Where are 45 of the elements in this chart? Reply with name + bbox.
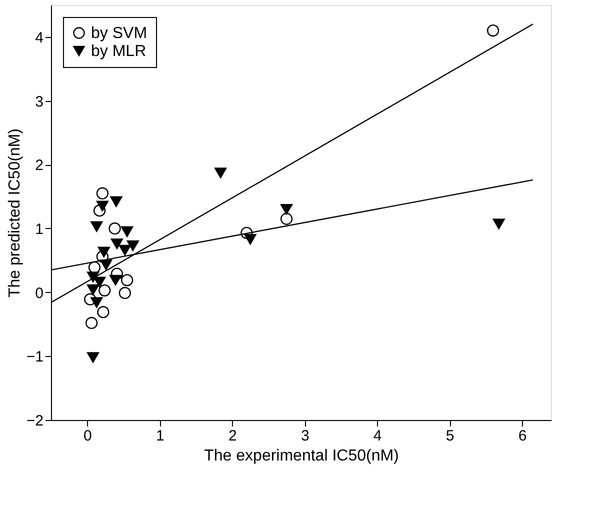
legend-label: by SVM bbox=[91, 25, 148, 42]
y-tick-label: 3 bbox=[35, 93, 44, 110]
point bbox=[97, 306, 110, 318]
y-tick-label: 2 bbox=[35, 157, 44, 174]
point bbox=[492, 218, 505, 230]
point bbox=[110, 196, 122, 207]
x-tick-label: 2 bbox=[228, 428, 237, 444]
point bbox=[280, 212, 293, 225]
point bbox=[214, 168, 227, 178]
x-axis-title: The experimental IC50(nM) bbox=[204, 448, 399, 464]
legend-label: by MLR bbox=[91, 43, 146, 60]
point bbox=[121, 274, 134, 286]
point bbox=[110, 238, 124, 250]
point bbox=[100, 260, 112, 270]
point bbox=[118, 286, 131, 300]
x-tick-label: 6 bbox=[518, 428, 527, 444]
point bbox=[86, 352, 100, 363]
point bbox=[98, 246, 110, 258]
point bbox=[86, 284, 100, 296]
point bbox=[486, 24, 500, 37]
point bbox=[96, 200, 109, 212]
point bbox=[93, 276, 106, 288]
y-axis-title: The predicted IC50(nM) bbox=[6, 128, 24, 298]
point bbox=[90, 221, 103, 232]
point bbox=[121, 226, 134, 237]
point bbox=[98, 284, 111, 296]
point bbox=[118, 244, 131, 256]
y-tick-label: −2 bbox=[26, 412, 44, 430]
x-tick-label: 3 bbox=[300, 428, 310, 444]
y-tick-label: 1 bbox=[35, 220, 44, 238]
x-tick-label: 1 bbox=[156, 428, 164, 444]
y-tick-label: 4 bbox=[35, 29, 44, 46]
y-tick-label: 0 bbox=[35, 284, 44, 302]
x-tick-label: 5 bbox=[446, 428, 454, 444]
point bbox=[90, 297, 103, 308]
point bbox=[244, 234, 256, 245]
point bbox=[126, 240, 139, 252]
point bbox=[109, 274, 122, 286]
point bbox=[280, 204, 293, 215]
x-tick-label: 0 bbox=[84, 428, 92, 444]
x-tick-label: 4 bbox=[373, 428, 382, 444]
point bbox=[86, 316, 98, 330]
y-tick-label: −1 bbox=[26, 348, 44, 366]
point bbox=[96, 187, 109, 200]
point bbox=[108, 222, 121, 235]
